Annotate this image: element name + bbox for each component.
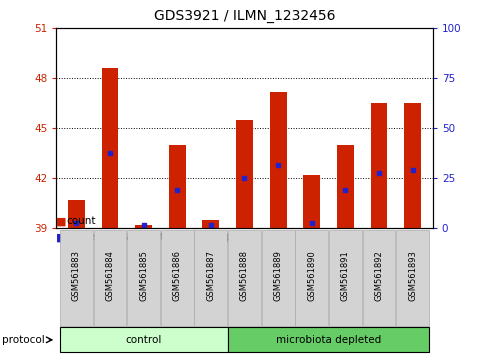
Bar (135, 225, 152, 228)
Bar (404, 103, 420, 228)
Text: percentile rank within the sample: percentile rank within the sample (66, 232, 242, 242)
Bar (303, 175, 320, 228)
Text: count: count (66, 216, 95, 226)
Bar (370, 103, 386, 228)
Text: protocol: protocol (2, 335, 45, 345)
Text: GSM561890: GSM561890 (306, 251, 316, 301)
Text: GSM561885: GSM561885 (139, 251, 148, 301)
Bar (336, 145, 353, 228)
Bar (269, 92, 286, 228)
Text: GSM561887: GSM561887 (206, 250, 215, 302)
Bar (68, 200, 84, 228)
Text: GSM561884: GSM561884 (105, 251, 114, 301)
Text: ■: ■ (56, 232, 66, 242)
Bar (202, 220, 219, 228)
Text: GDS3921 / ILMN_1232456: GDS3921 / ILMN_1232456 (153, 9, 335, 23)
Text: ■: ■ (56, 216, 66, 226)
Bar (168, 145, 185, 228)
Text: GSM561893: GSM561893 (407, 251, 416, 301)
Text: GSM561886: GSM561886 (172, 250, 182, 302)
Text: GSM561883: GSM561883 (72, 250, 81, 302)
Text: microbiota depleted: microbiota depleted (275, 335, 380, 345)
Text: GSM561889: GSM561889 (273, 251, 282, 301)
Text: GSM561888: GSM561888 (240, 250, 248, 302)
Text: control: control (125, 335, 162, 345)
Bar (102, 68, 118, 228)
Bar (236, 120, 252, 228)
Text: GSM561891: GSM561891 (340, 251, 349, 301)
Text: GSM561892: GSM561892 (374, 251, 383, 301)
